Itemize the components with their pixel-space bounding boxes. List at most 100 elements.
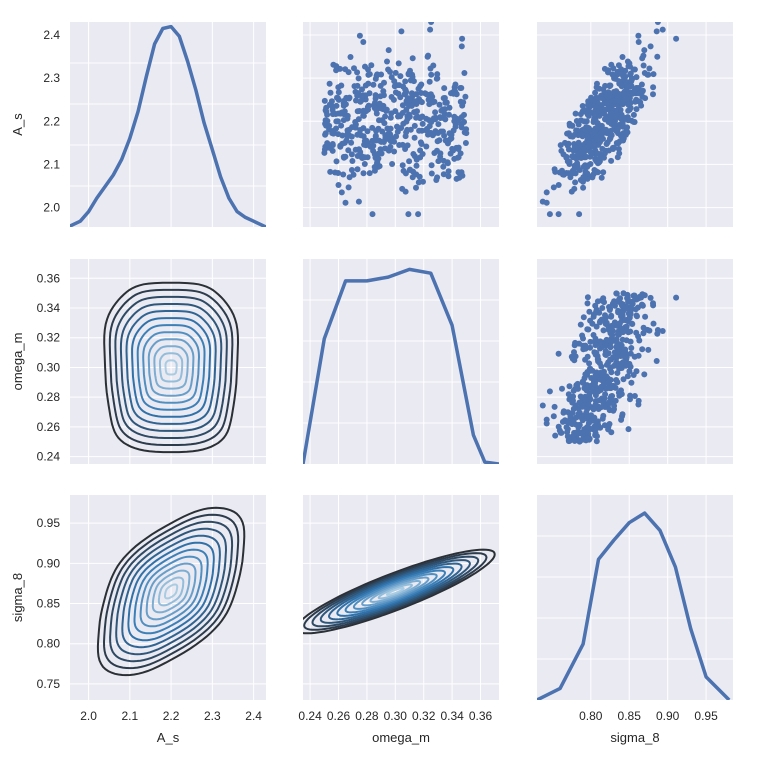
scatter-point	[632, 98, 639, 105]
scatter-point	[582, 154, 589, 161]
scatter-point	[587, 317, 594, 324]
scatter-point	[364, 128, 371, 135]
scatter-point	[560, 408, 567, 415]
scatter-point	[324, 118, 331, 124]
scatter-point	[321, 97, 328, 104]
scatter-point	[555, 423, 562, 430]
scatter-point	[413, 184, 419, 191]
x-axis-label-omega_m: omega_m	[372, 730, 430, 745]
kde-contour-level	[385, 587, 405, 596]
scatter-point	[582, 396, 589, 403]
scatter-point	[358, 93, 365, 99]
kde-contour-level	[145, 562, 197, 621]
kde-contour-level	[133, 548, 209, 635]
scatter-point	[593, 323, 600, 330]
scatter-point	[438, 107, 445, 114]
scatter-point	[619, 54, 626, 60]
scatter-point	[636, 337, 643, 344]
scatter-point	[417, 139, 424, 146]
scatter-point	[594, 120, 601, 127]
scatter-point	[632, 296, 639, 302]
x-tick-label: 2.1	[121, 709, 138, 723]
x-tick-label: 0.32	[412, 709, 436, 723]
scatter-point	[448, 131, 455, 138]
scatter-point	[354, 92, 361, 99]
scatter-point	[641, 292, 648, 299]
scatter-point	[412, 98, 418, 105]
scatter-point	[349, 158, 356, 164]
scatter-point	[627, 338, 634, 345]
scatter-point	[598, 404, 604, 411]
panel-omega_m-vs-sigma_8	[537, 259, 733, 464]
scatter-point	[603, 361, 610, 368]
scatter-point	[578, 401, 584, 408]
scatter-point	[546, 388, 553, 395]
scatter-point	[427, 26, 434, 33]
scatter-point	[436, 101, 443, 108]
scatter-point	[619, 312, 626, 319]
scatter-point	[380, 88, 387, 95]
scatter-point	[433, 75, 440, 82]
scatter-point	[615, 146, 622, 152]
scatter-point	[384, 134, 391, 141]
scatter-point	[615, 140, 622, 147]
scatter-point	[342, 101, 349, 108]
scatter-point	[347, 54, 354, 60]
scatter-point	[673, 294, 680, 301]
scatter-point	[607, 82, 614, 89]
scatter-point	[598, 110, 605, 117]
scatter-point	[633, 106, 640, 113]
kde-contour-level	[108, 288, 234, 446]
scatter-point	[640, 62, 647, 69]
scatter-point	[609, 71, 616, 78]
scatter-point	[366, 170, 373, 177]
scatter-point	[590, 332, 597, 338]
x-tick-label: 0.24	[298, 709, 322, 723]
scatter-point	[455, 144, 462, 151]
scatter-point	[406, 158, 413, 165]
scatter-point	[580, 163, 587, 170]
scatter-point	[335, 89, 342, 96]
scatter-point	[572, 110, 579, 117]
panel-background	[303, 259, 499, 464]
scatter-point	[580, 174, 587, 181]
scatter-point	[360, 39, 367, 45]
scatter-point	[368, 62, 375, 69]
panel-sigma_8-vs-sigma_8	[537, 495, 733, 700]
scatter-point	[417, 83, 424, 90]
scatter-point	[551, 403, 558, 410]
scatter-point	[615, 91, 622, 98]
scatter-point	[611, 402, 618, 409]
scatter-point	[328, 103, 335, 109]
scatter-point	[571, 349, 577, 356]
scatter-point	[452, 123, 459, 130]
x-tick-label: 0.90	[656, 709, 680, 723]
panel-omega_m-vs-A_s	[70, 259, 266, 464]
scatter-point	[631, 66, 638, 73]
scatter-point	[357, 132, 364, 139]
scatter-point	[335, 131, 342, 138]
scatter-point	[433, 177, 440, 183]
scatter-point	[555, 211, 562, 218]
x-axis-label-sigma_8: sigma_8	[610, 730, 659, 745]
scatter-point	[399, 102, 406, 109]
scatter-point	[333, 158, 340, 165]
scatter-point	[641, 371, 648, 378]
scatter-point	[399, 162, 406, 169]
scatter-point	[587, 102, 594, 109]
kde-contour-level	[151, 569, 191, 614]
scatter-point	[434, 71, 441, 78]
scatter-point	[597, 94, 604, 101]
scatter-point	[586, 308, 593, 315]
scatter-point	[626, 368, 633, 375]
scatter-point	[395, 90, 402, 97]
scatter-point	[580, 314, 587, 321]
scatter-point	[629, 300, 636, 307]
scatter-point	[430, 115, 437, 122]
scatter-point	[338, 122, 345, 129]
scatter-point	[645, 346, 652, 353]
scatter-point	[377, 105, 384, 112]
scatter-point	[599, 415, 606, 422]
scatter-point	[593, 150, 600, 157]
scatter-point	[361, 161, 368, 167]
